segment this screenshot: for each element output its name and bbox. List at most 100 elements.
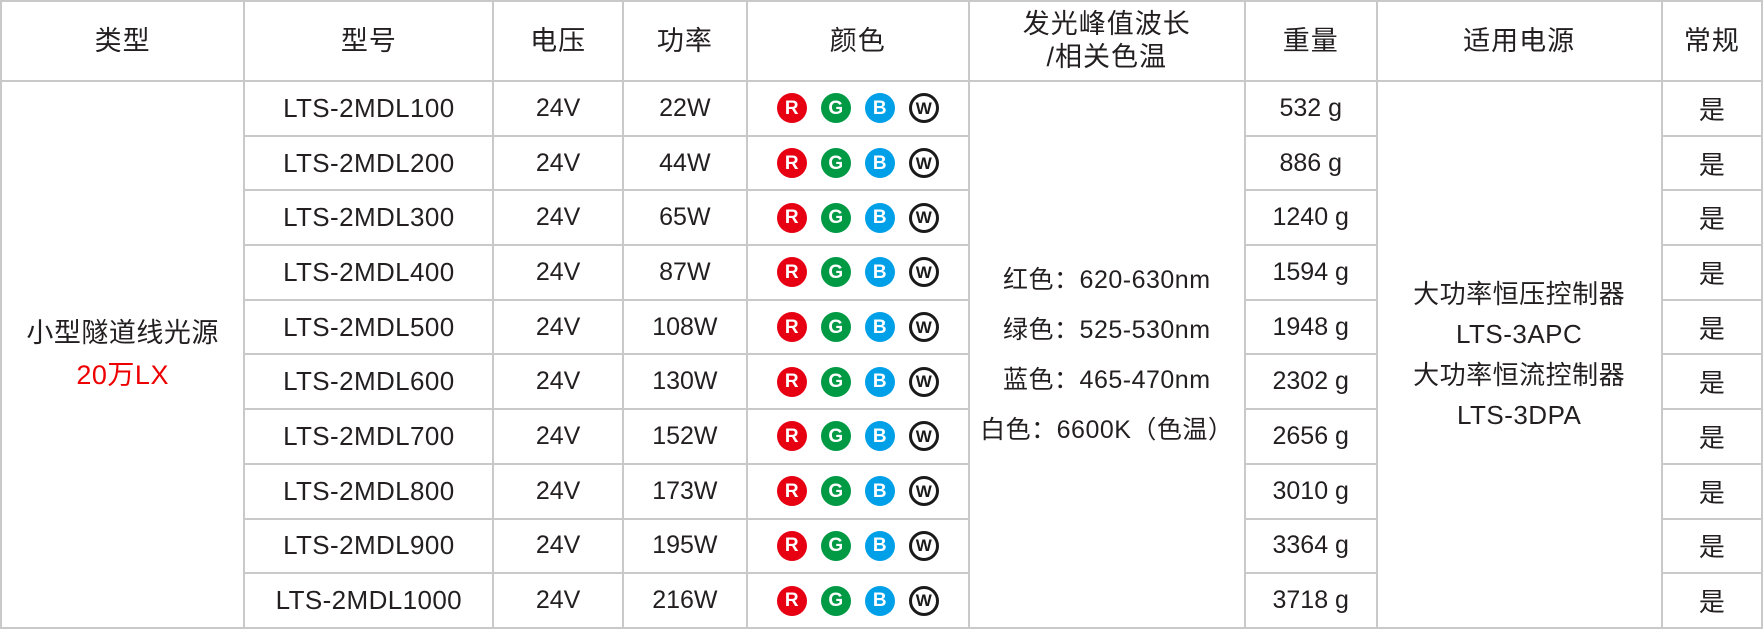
cell-normal: 是 — [1660, 517, 1763, 575]
color-badge-red-icon: R — [776, 93, 807, 124]
cell-weight: 532 g — [1243, 80, 1378, 137]
cell-normal: 是 — [1660, 298, 1763, 356]
cell-power: 65W — [621, 189, 748, 247]
cell-power: 152W — [621, 408, 748, 465]
column-header-normal: 常规 — [1660, 0, 1763, 82]
color-badge-green-icon: G — [820, 421, 851, 452]
column-header-type: 类型 — [0, 0, 246, 82]
color-badge-white-icon: W — [908, 148, 939, 179]
cell-color: R G B W — [745, 134, 970, 192]
cell-color: R G B W — [745, 298, 970, 356]
color-badge-white-icon: W — [908, 93, 939, 124]
product-type-lux: 20万LX — [76, 359, 169, 390]
color-badge-white-icon: W — [908, 202, 939, 233]
cell-weight: 1594 g — [1243, 244, 1378, 301]
color-badge-green-icon: G — [820, 257, 851, 288]
cell-model: LTS-2MDL200 — [243, 134, 495, 192]
cell-color: R G B W — [745, 572, 970, 629]
cell-model: LTS-2MDL1000 — [243, 572, 495, 629]
color-badge-red-icon: R — [776, 585, 807, 616]
color-badge-group: R G B W — [752, 530, 964, 561]
color-badge-blue-icon: B — [864, 257, 895, 288]
cell-power: 216W — [621, 572, 748, 629]
color-badge-group: R G B W — [752, 312, 964, 343]
table-row: LTS-2MDL200 24V 44W R G B W 886 g 是 — [1, 134, 1763, 192]
color-badge-red-icon: R — [776, 257, 807, 288]
power-supply-line3: 大功率恒流控制器 — [1413, 359, 1626, 390]
color-badge-white-icon: W — [908, 257, 939, 288]
power-supply-line4: LTS-3DPA — [1456, 399, 1582, 430]
color-badge-blue-icon: B — [864, 312, 895, 343]
color-badge-group: R G B W — [752, 366, 964, 397]
cell-power-supply: 大功率恒压控制器 LTS-3APC 大功率恒流控制器 LTS-3DPA — [1375, 80, 1663, 629]
color-badge-blue-icon: B — [864, 366, 895, 397]
cell-power: 87W — [621, 244, 748, 301]
cell-model: LTS-2MDL600 — [243, 353, 495, 411]
header-row: 类型 型号 电压 功率 颜色 发光峰值波长 /相关色温 重量 适用电源 常规 — [0, 0, 1763, 82]
cell-model: LTS-2MDL500 — [243, 298, 495, 356]
cell-weight: 3364 g — [1243, 517, 1378, 575]
cell-voltage: 24V — [492, 80, 624, 137]
cell-normal: 是 — [1660, 244, 1763, 301]
column-header-voltage: 电压 — [492, 0, 624, 82]
cell-power: 44W — [621, 134, 748, 192]
wavelength-white: 白色：6600K（色温） — [980, 415, 1234, 444]
cell-voltage: 24V — [492, 408, 624, 465]
cell-power: 22W — [621, 80, 748, 137]
color-badge-green-icon: G — [820, 476, 851, 507]
color-badge-group: R G B W — [752, 148, 964, 179]
column-header-color: 颜色 — [745, 0, 970, 82]
cell-weight: 1948 g — [1243, 298, 1378, 356]
cell-product-type: 小型隧道线光源 20万LX — [0, 80, 246, 629]
cell-power: 173W — [621, 462, 748, 520]
cell-normal: 是 — [1660, 462, 1763, 520]
cell-voltage: 24V — [492, 189, 624, 247]
cell-wavelength: 红色：620-630nm 绿色：525-530nm 蓝色：465-470nm 白… — [967, 80, 1246, 629]
table-row: LTS-2MDL400 24V 87W R G B W 1594 g 是 — [1, 244, 1763, 301]
column-header-wavelength-line1: 发光峰值波长 — [1022, 9, 1191, 40]
color-badge-blue-icon: B — [864, 202, 895, 233]
cell-voltage: 24V — [492, 298, 624, 356]
cell-weight: 3718 g — [1243, 572, 1378, 629]
cell-voltage: 24V — [492, 353, 624, 411]
cell-normal: 是 — [1660, 134, 1763, 192]
cell-color: R G B W — [745, 80, 970, 137]
table-row: 小型隧道线光源 20万LX LTS-2MDL100 24V 22W R G B … — [0, 80, 1763, 629]
color-badge-red-icon: R — [776, 148, 807, 179]
table-body: 小型隧道线光源 20万LX LTS-2MDL100 24V 22W R G B … — [0, 80, 1763, 629]
cell-model: LTS-2MDL800 — [243, 462, 495, 520]
color-badge-red-icon: R — [776, 202, 807, 233]
wavelength-red: 红色：620-630nm — [1003, 265, 1211, 294]
table-row: LTS-2MDL600 24V 130W R G B W 2302 g 是 — [1, 353, 1763, 411]
cell-color: R G B W — [745, 189, 970, 247]
cell-normal: 是 — [1660, 408, 1763, 465]
column-header-model: 型号 — [243, 0, 495, 82]
cell-color: R G B W — [745, 244, 970, 301]
cell-model: LTS-2MDL900 — [243, 517, 495, 575]
cell-weight: 3010 g — [1243, 462, 1378, 520]
table-row: LTS-2MDL300 24V 65W R G B W 1240 g 是 — [1, 189, 1763, 247]
cell-voltage: 24V — [492, 244, 624, 301]
cell-weight: 886 g — [1243, 134, 1378, 192]
cell-power: 195W — [621, 517, 748, 575]
cell-normal: 是 — [1660, 572, 1763, 629]
cell-normal: 是 — [1660, 189, 1763, 247]
color-badge-green-icon: G — [820, 312, 851, 343]
color-badge-red-icon: R — [776, 530, 807, 561]
color-badge-blue-icon: B — [864, 148, 895, 179]
column-header-wavelength: 发光峰值波长 /相关色温 — [967, 0, 1246, 82]
table-row: LTS-2MDL800 24V 173W R G B W 3010 g 是 — [1, 462, 1763, 520]
cell-voltage: 24V — [492, 572, 624, 629]
color-badge-blue-icon: B — [864, 421, 895, 452]
cell-voltage: 24V — [492, 517, 624, 575]
color-badge-green-icon: G — [820, 530, 851, 561]
power-supply-line1: 大功率恒压控制器 — [1413, 278, 1626, 309]
cell-color: R G B W — [745, 462, 970, 520]
color-badge-green-icon: G — [820, 202, 851, 233]
cell-weight: 2656 g — [1243, 408, 1378, 465]
color-badge-white-icon: W — [908, 366, 939, 397]
color-badge-red-icon: R — [776, 421, 807, 452]
color-badge-white-icon: W — [908, 530, 939, 561]
power-supply-line2: LTS-3APC — [1455, 319, 1583, 350]
